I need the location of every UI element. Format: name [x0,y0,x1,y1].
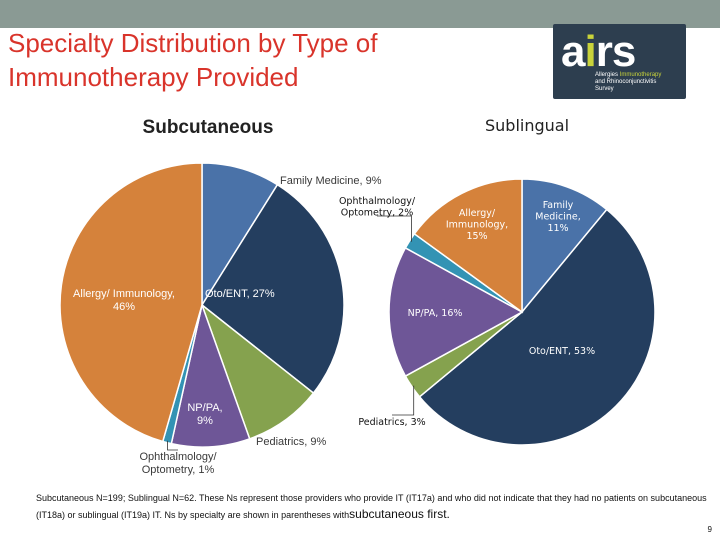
subcutaneous-slice-pediatrics [200,302,315,440]
sublingual-slice-family-medicine [521,178,608,315]
subcutaneous-label-pediatrics: Pediatrics, 9% [256,436,327,448]
page-number: 9 [707,525,712,534]
subcutaneous-label-oto-ent: Oto/ENT, 27% [205,288,275,300]
sublingual-label-family-medicine: Family Medicine, 11% [535,200,580,234]
sublingual-label-ophthalmology-optometry: Ophthalmology/Optometry, 2% [339,196,416,219]
subcutaneous-slice-oto-ent [201,183,345,395]
sublingual-pie: Family Medicine, 11% Oto/ENT, 53% Pediatrics… [339,178,656,446]
slide-title: Specialty Distribution by Type of Immuno… [8,28,378,92]
sublingual-label-allergy-immunology: Allergy/Immunology, 15% [446,208,508,242]
sublingual-label-oto-ent: Oto/ENT, 53% [529,346,595,357]
logo-wordmark: airs [561,27,636,76]
subcutaneous-title: Subcutaneous [143,117,274,138]
airs-logo: airs Allergies Immunotherapy and Rhinoco… [553,24,686,99]
subcutaneous-slice-np-pa [170,302,251,448]
sublingual-leader-line [392,385,415,416]
sublingual-slice-allergy-immunology [413,178,523,314]
subcutaneous-label-family-medicine: Family Medicine, 9% [280,175,382,187]
top-banner [0,0,720,28]
sublingual-slice-oto-ent [418,208,656,446]
sublingual-label-pediatrics: Pediatrics, 3% [358,417,425,428]
subcutaneous-label-np-pa: NP/PA, 9% [187,402,222,427]
sublingual-label-np-pa: NP/PA, 16% [408,308,463,319]
subcutaneous-leader-line [167,440,178,451]
subcutaneous-slice-allergy-immunology [59,162,203,443]
subcutaneous-label-allergy-immunology: Allergy/ Immunology, 46% [73,288,175,313]
sublingual-title: Sublingual [485,116,569,135]
footnote: Subcutaneous N=199; Sublingual N=62. The… [36,493,707,521]
logo-subtitle: Allergies Immunotherapy and Rhinoconjunc… [595,72,662,92]
subcutaneous-slice-family-medicine [201,162,279,308]
subcutaneous-label-ophthalmology-optometry: Ophthalmology/Optometry, 1% [139,451,217,476]
subcutaneous-pie: Family Medicine, 9% Oto/ENT, 27% Pediatric… [59,162,382,476]
sublingual-leader-line [377,215,412,242]
sublingual-slice-np-pa [388,246,524,378]
